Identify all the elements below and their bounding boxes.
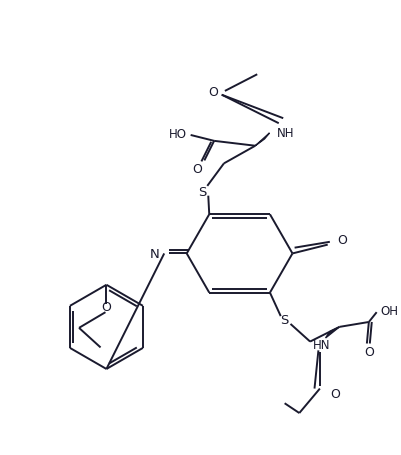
Text: O: O	[101, 300, 111, 313]
Text: O: O	[208, 86, 218, 99]
Text: OH: OH	[381, 304, 399, 317]
Polygon shape	[326, 327, 340, 338]
Text: HO: HO	[169, 127, 187, 140]
Text: S: S	[198, 186, 207, 199]
Text: O: O	[364, 345, 374, 358]
Text: O: O	[338, 234, 347, 247]
Text: O: O	[331, 387, 340, 400]
Text: S: S	[280, 313, 289, 326]
Text: NH: NH	[277, 126, 294, 139]
Text: N: N	[150, 248, 159, 260]
Text: O: O	[192, 162, 203, 175]
Polygon shape	[255, 134, 269, 147]
Text: HN: HN	[313, 338, 330, 351]
